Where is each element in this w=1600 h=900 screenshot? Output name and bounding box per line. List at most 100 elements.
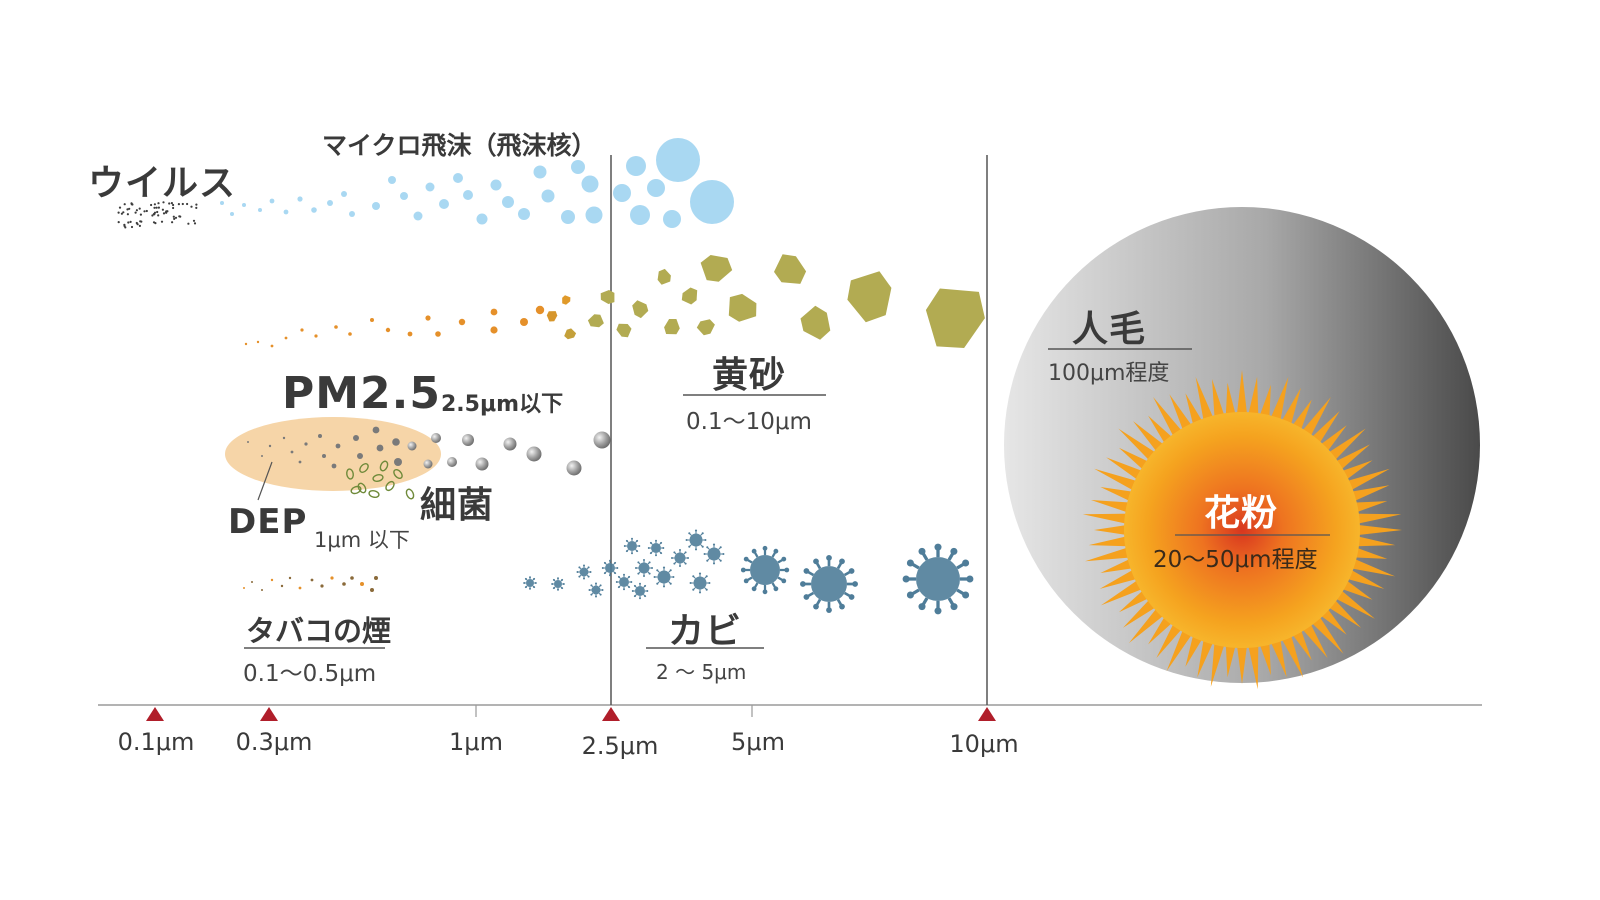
mold-spore bbox=[576, 564, 592, 580]
sand-grain bbox=[696, 319, 715, 336]
spore-body bbox=[674, 552, 686, 564]
virus-speck bbox=[130, 202, 133, 205]
virus-speck bbox=[172, 215, 175, 218]
spore-tip bbox=[601, 589, 604, 591]
droplet bbox=[242, 203, 246, 207]
spore-body bbox=[638, 562, 650, 574]
spore-tip bbox=[636, 539, 639, 542]
mold-spore bbox=[685, 529, 707, 551]
spore-tip bbox=[669, 582, 672, 585]
spore-body bbox=[526, 579, 534, 587]
sand-grain-small bbox=[425, 315, 431, 321]
mold-spore bbox=[689, 572, 711, 594]
sand-grain-small bbox=[520, 318, 528, 326]
spore-body bbox=[554, 580, 562, 588]
spore-tip bbox=[656, 582, 659, 585]
marker-2-5um bbox=[602, 707, 620, 721]
spore-tip bbox=[637, 561, 640, 564]
virus-speck bbox=[157, 214, 160, 217]
spore-tip bbox=[617, 575, 620, 578]
spore-tip bbox=[649, 541, 652, 544]
droplet bbox=[626, 156, 646, 176]
yellow-sand-label: 黄砂 bbox=[712, 355, 787, 396]
virus-speck bbox=[153, 211, 157, 214]
spore-tip bbox=[616, 567, 619, 569]
virus-speck bbox=[129, 220, 132, 223]
spore-tip bbox=[839, 603, 845, 610]
virus-speck bbox=[156, 210, 159, 214]
spore-tip bbox=[551, 583, 554, 585]
spore-tip bbox=[800, 581, 806, 587]
droplet bbox=[463, 190, 473, 200]
spore-tip bbox=[848, 568, 855, 574]
droplet bbox=[349, 211, 355, 217]
mold-label: カビ bbox=[668, 611, 743, 652]
spore-tip bbox=[694, 529, 698, 532]
spore-tip bbox=[623, 545, 626, 547]
pm-dot bbox=[247, 441, 249, 443]
spore-tip bbox=[662, 585, 666, 588]
spore-tip bbox=[655, 554, 657, 557]
spore-tip bbox=[576, 571, 579, 573]
spore-tip bbox=[692, 588, 695, 591]
spore-tip bbox=[712, 562, 716, 565]
spore-tip bbox=[762, 589, 768, 595]
virus-speck bbox=[124, 226, 127, 229]
droplet bbox=[585, 206, 603, 224]
droplet bbox=[571, 160, 585, 174]
spore-tip bbox=[751, 586, 757, 592]
pm-sphere bbox=[447, 457, 457, 467]
spore-tip bbox=[703, 552, 706, 556]
virus-speck bbox=[168, 202, 171, 205]
virus-speck bbox=[177, 203, 180, 206]
spore-tip bbox=[701, 545, 704, 548]
spore-tip bbox=[934, 543, 942, 551]
spore-tip bbox=[552, 587, 555, 590]
spore-tip bbox=[649, 552, 652, 555]
spore-tip bbox=[679, 565, 681, 567]
spore-tip bbox=[906, 559, 914, 567]
spore-tip bbox=[636, 550, 639, 553]
sand-grain bbox=[728, 293, 757, 322]
virus-speck bbox=[170, 202, 173, 205]
spore-tip bbox=[635, 567, 637, 569]
bacterium bbox=[393, 469, 403, 479]
spore-tip bbox=[826, 607, 832, 613]
mold-range: 2 〜 5μm bbox=[656, 660, 747, 684]
hair-range: 100μm程度 bbox=[1048, 361, 1170, 386]
sand-grain-small bbox=[334, 325, 338, 329]
virus-speck bbox=[195, 206, 198, 209]
spore-tip bbox=[647, 547, 650, 549]
smoke-particle bbox=[288, 576, 292, 580]
droplet bbox=[258, 208, 262, 212]
droplet bbox=[518, 208, 530, 220]
spore-tip bbox=[523, 582, 526, 584]
spore-tip bbox=[701, 532, 704, 535]
marker-10um bbox=[978, 707, 996, 721]
spore-tip bbox=[628, 575, 631, 578]
virus-speck bbox=[153, 203, 156, 206]
pollen-body bbox=[1124, 412, 1360, 648]
smoke-particle bbox=[320, 584, 324, 588]
spore-tip bbox=[617, 586, 620, 589]
smoke-particle bbox=[374, 576, 378, 580]
smoke-particle bbox=[270, 578, 274, 582]
spore-tip bbox=[631, 552, 633, 555]
mold-spore bbox=[653, 566, 675, 588]
spore-tip bbox=[625, 550, 628, 553]
virus-speck bbox=[138, 224, 141, 227]
spore-tip bbox=[638, 545, 641, 547]
pm25-ellipse bbox=[225, 417, 441, 491]
pm-dot bbox=[353, 435, 359, 441]
spore-tip bbox=[706, 546, 709, 549]
spore-tip bbox=[962, 591, 970, 599]
spore-tip bbox=[781, 578, 787, 584]
spore-tip bbox=[708, 581, 711, 585]
spore-tip bbox=[662, 547, 665, 549]
smoke-particle bbox=[330, 576, 334, 580]
spore-tip bbox=[662, 566, 666, 569]
smoke-particle bbox=[243, 587, 245, 589]
droplet bbox=[453, 173, 463, 183]
pm-sphere bbox=[431, 433, 441, 443]
